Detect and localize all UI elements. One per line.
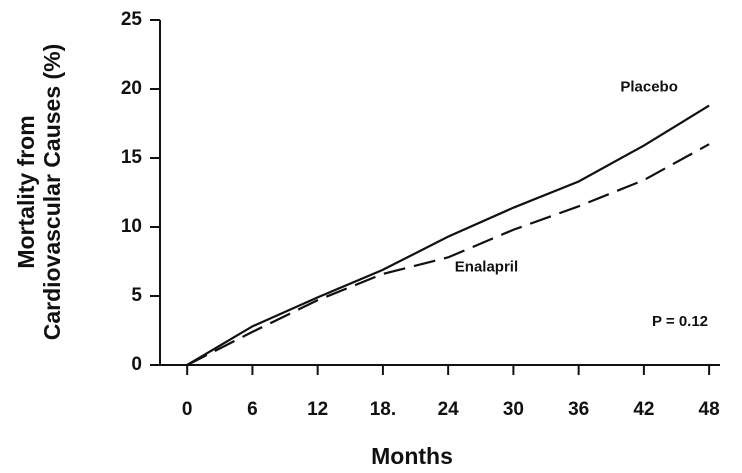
annotation: P = 0.12: [652, 313, 708, 330]
y-tick-label: 20: [121, 78, 142, 99]
y-tick-label: 5: [131, 285, 142, 306]
y-axis-label-line: Cardiovascular Causes (%): [39, 44, 65, 341]
y-axis-label: Mortality from Cardiovascular Causes (%): [13, 44, 65, 341]
x-tick-label: 36: [568, 399, 589, 420]
x-tick-label: 30: [503, 399, 524, 420]
series-label: Enalapril: [455, 258, 518, 275]
x-tick-label: 48: [699, 399, 720, 420]
x-tick-label: 6: [247, 399, 258, 420]
x-axis-label: Months: [371, 443, 453, 469]
series-label: Placebo: [620, 79, 678, 96]
y-axis-label-line: Mortality from: [13, 115, 39, 268]
y-tick-label: 0: [131, 354, 142, 375]
series-line: [186, 143, 710, 366]
y-tick-label: 15: [121, 147, 143, 168]
x-tick-label: 0: [182, 399, 193, 420]
x-tick-label: 18.: [370, 399, 396, 420]
y-tick-label: 10: [121, 216, 142, 237]
x-tick-label: 24: [438, 399, 460, 420]
x-tick-label: 42: [633, 399, 654, 420]
y-tick-label: 25: [121, 9, 143, 30]
x-tick-label: 12: [307, 399, 328, 420]
series-line: [186, 104, 710, 366]
